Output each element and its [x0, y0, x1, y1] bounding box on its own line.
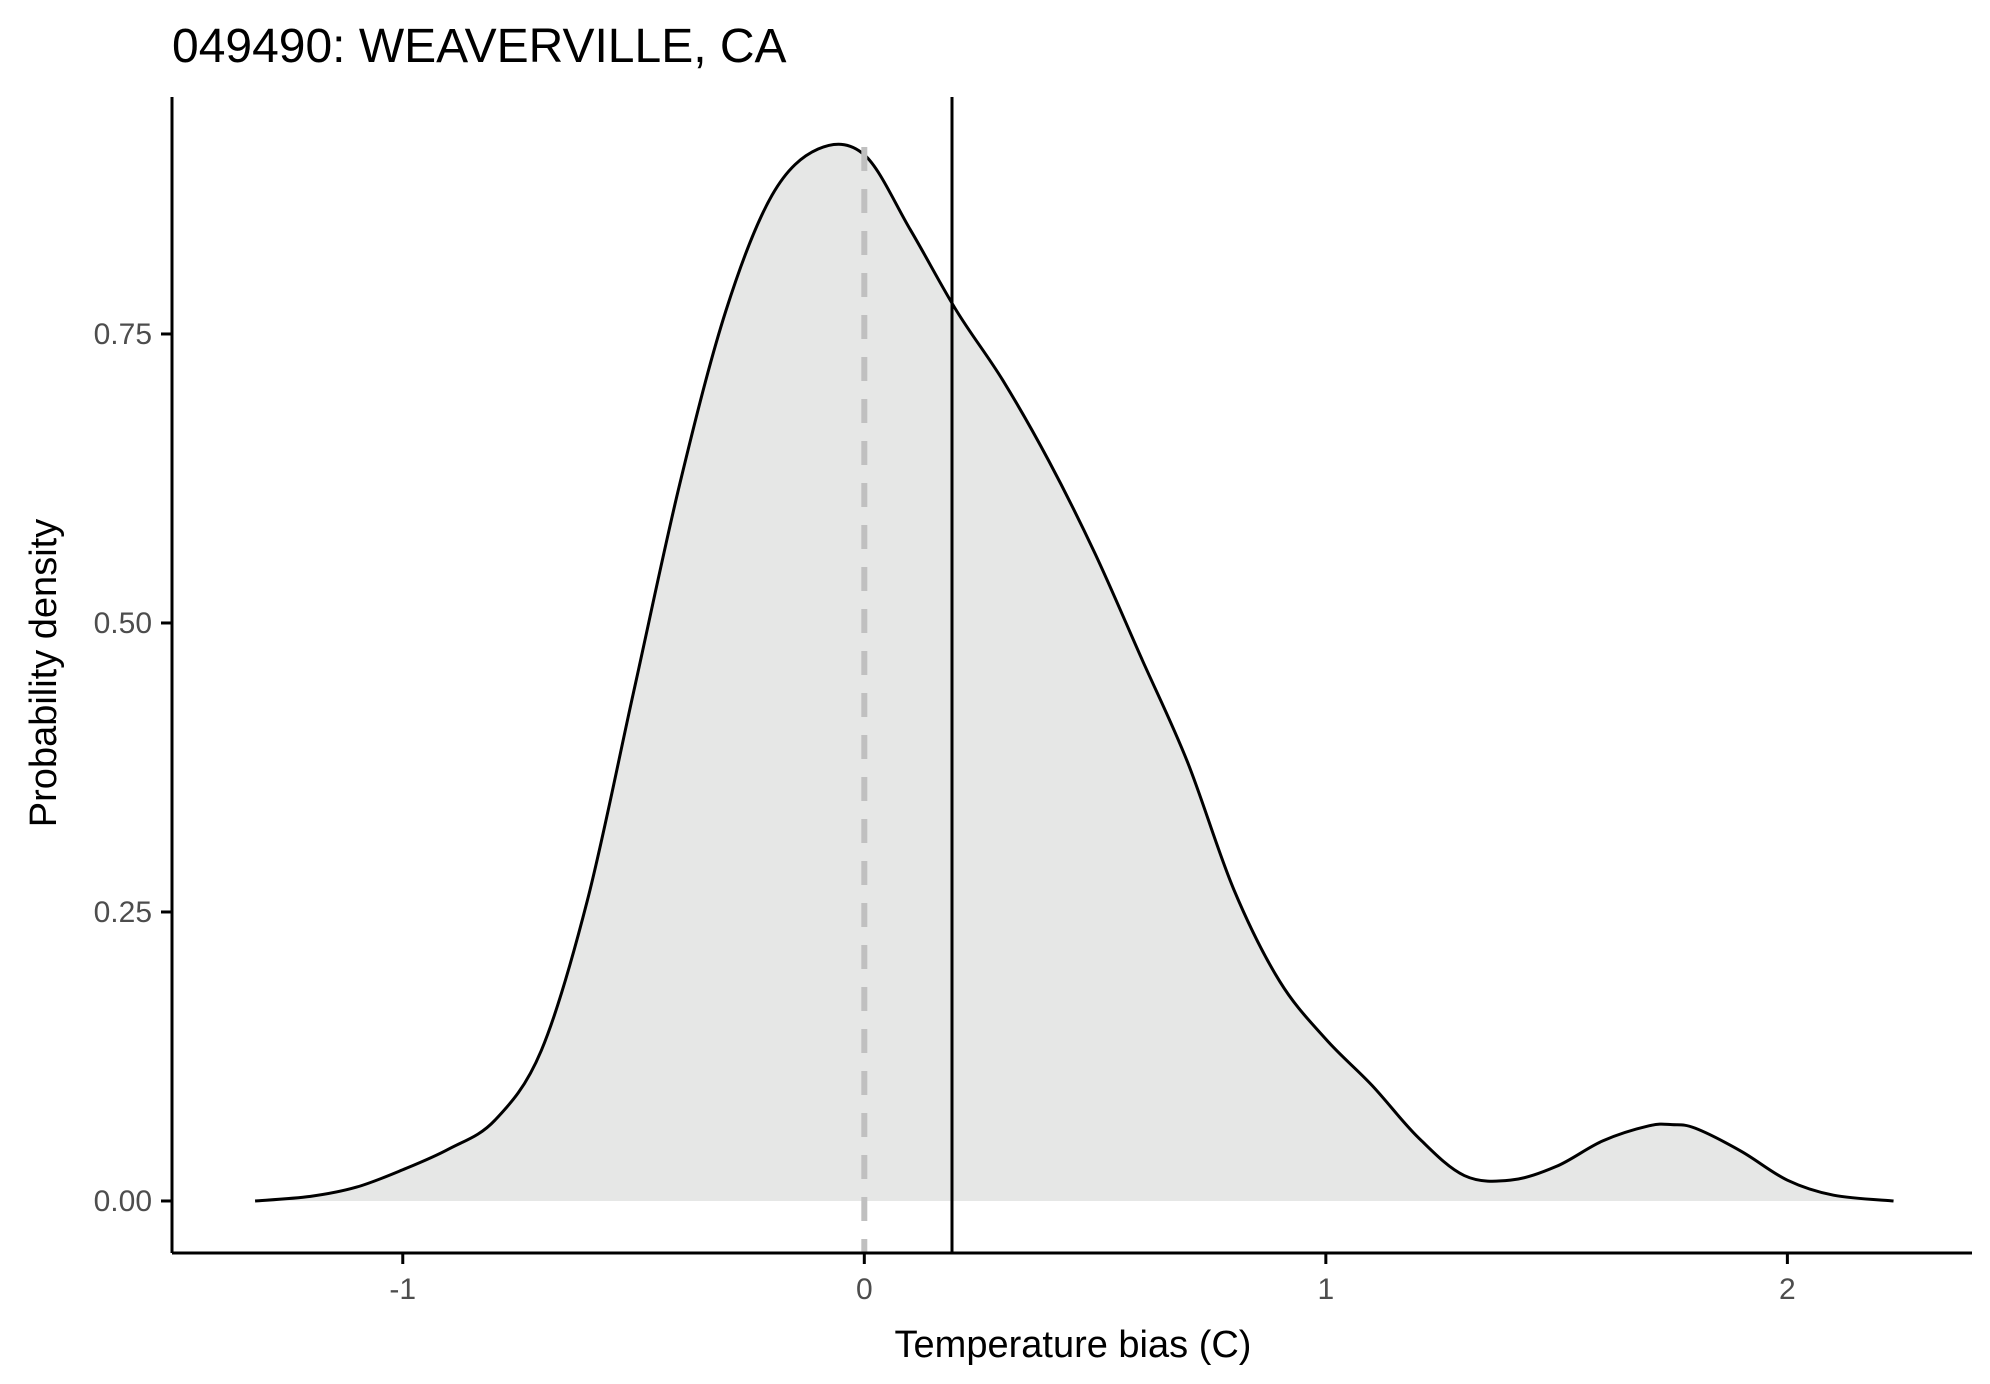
- density-curve: [254, 142, 1894, 1203]
- x-tick-label: 1: [1318, 1273, 1335, 1306]
- x-axis: -1 0 1 2: [172, 1251, 1972, 1306]
- x-tick-label: 2: [1779, 1273, 1796, 1306]
- plot-area: [254, 97, 1894, 1253]
- x-axis-title: Temperature bias (C): [895, 1324, 1252, 1366]
- y-tick-label: 0.00: [94, 1185, 152, 1218]
- y-tick-label: 0.25: [94, 896, 152, 929]
- y-tick-label: 0.50: [94, 607, 152, 640]
- y-axis-title: Probability density: [23, 519, 65, 827]
- y-axis: 0.00 0.25 0.50 0.75: [94, 97, 174, 1253]
- y-tick-label: 0.75: [94, 318, 152, 351]
- chart-title: 049490: WEAVERVILLE, CA: [172, 20, 787, 73]
- x-tick-label: 0: [856, 1273, 873, 1306]
- density-area-fill: [255, 144, 1894, 1201]
- x-tick-label: -1: [389, 1273, 416, 1306]
